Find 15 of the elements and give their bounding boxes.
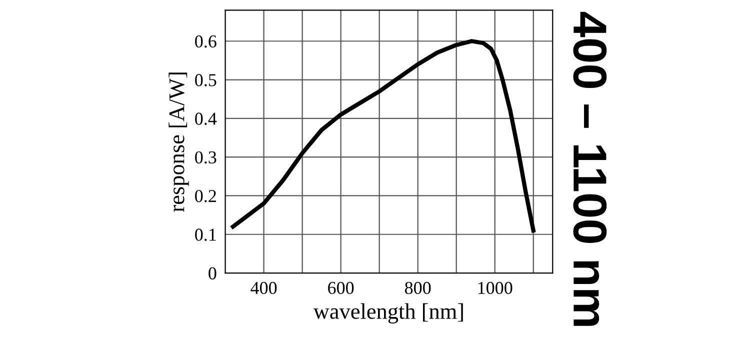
x-tick-label: 400 xyxy=(250,282,277,294)
x-tick-label: 1000 xyxy=(478,282,512,294)
y-tick-label: 0 xyxy=(208,267,216,280)
x-tick-label: 800 xyxy=(404,282,431,294)
text: 400 – 1100 nm xyxy=(573,12,607,326)
line-series xyxy=(230,39,536,233)
x-tick-label: 600 xyxy=(328,282,354,294)
y-tick-label: 0.6 xyxy=(195,35,216,48)
y-axis-title: response [A/W] xyxy=(168,72,189,212)
y-tick-label: 0.2 xyxy=(195,190,216,202)
y-tick-label: 0.1 xyxy=(195,228,216,241)
y-tick-label: 0.5 xyxy=(195,74,216,86)
x-axis-title: wavelength [nm] xyxy=(313,303,463,324)
y-tick-label: 0.4 xyxy=(195,112,217,125)
y-tick-label: 0.3 xyxy=(195,151,216,164)
